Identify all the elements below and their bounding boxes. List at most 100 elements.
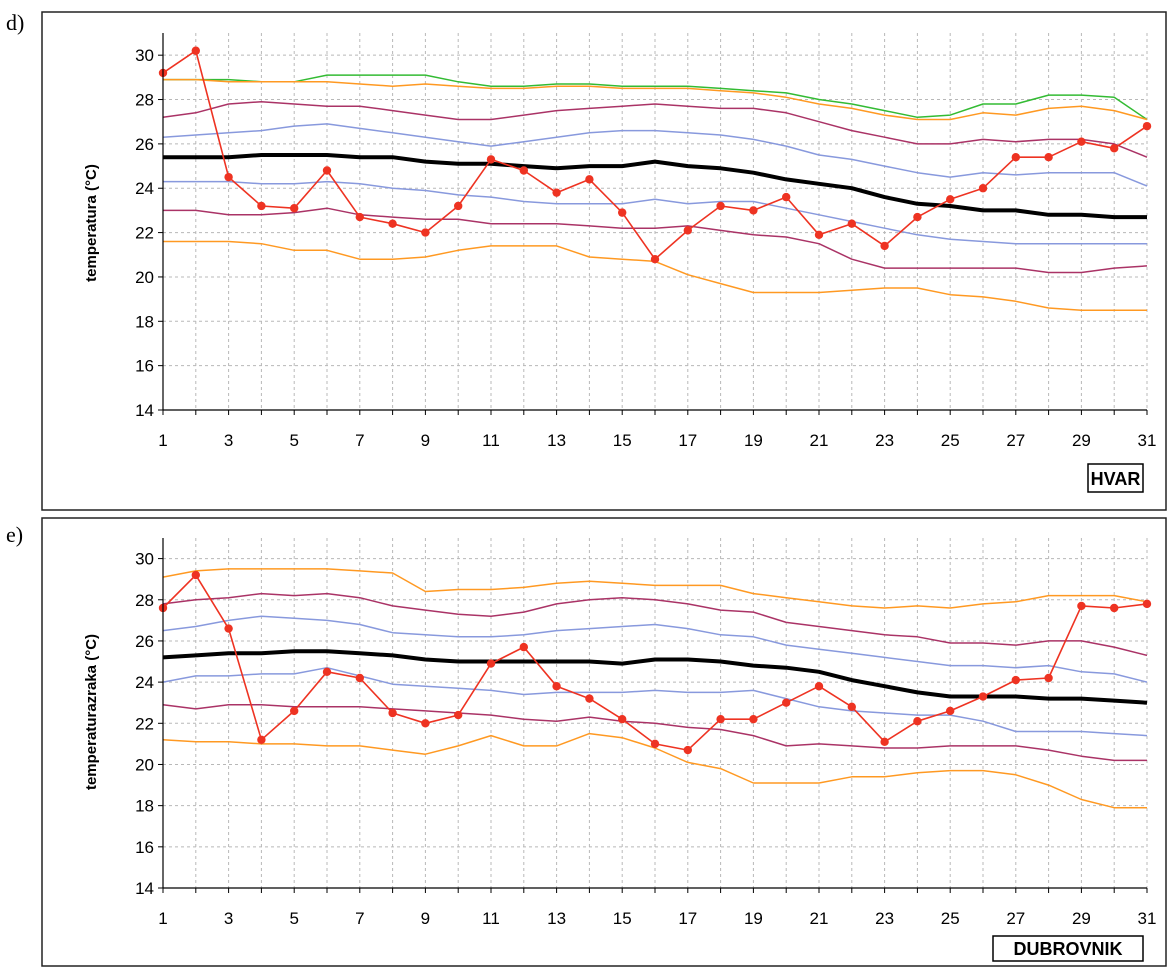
x-tick-label: 9: [421, 431, 430, 450]
y-tick-label: 24: [135, 673, 154, 692]
x-tick-label: 1: [158, 909, 167, 928]
x-tick-label: 23: [875, 909, 894, 928]
x-tick-label: 15: [613, 431, 632, 450]
panel-frame: [41, 11, 1167, 511]
y-tick-label: 28: [135, 591, 154, 610]
x-tick-label: 21: [810, 431, 829, 450]
data-point: [847, 219, 856, 228]
x-tick-label: 1: [158, 431, 167, 450]
x-tick-label: 23: [875, 431, 894, 450]
data-point: [257, 735, 266, 744]
x-tick-label: 5: [289, 431, 298, 450]
data-point: [1044, 152, 1053, 162]
panel-frame: [41, 517, 1167, 967]
y-axis-label: temperaturazraka (°C): [83, 634, 100, 790]
data-point: [257, 201, 266, 211]
data-point: [388, 219, 397, 228]
y-tick-label: 16: [135, 838, 154, 857]
y-tick-label: 14: [135, 401, 154, 420]
data-point: [749, 206, 758, 215]
x-tick-label: 3: [224, 909, 233, 928]
data-point: [519, 642, 528, 652]
data-point: [585, 694, 594, 703]
data-point: [1011, 675, 1020, 685]
y-tick-label: 22: [135, 714, 154, 733]
data-point: [650, 255, 660, 264]
data-point: [978, 184, 988, 193]
data-point: [355, 673, 364, 683]
data-point: [847, 702, 856, 712]
y-tick-label: 30: [135, 550, 154, 569]
axes: [158, 33, 1148, 415]
series-layer: [158, 568, 1152, 809]
x-tick-label: 13: [547, 431, 566, 450]
x-tick-label: 29: [1072, 431, 1091, 450]
data-point: [191, 570, 200, 580]
data-point: [1142, 599, 1152, 609]
y-axis-label: temperatura (°C): [83, 164, 100, 282]
data-point: [946, 706, 955, 716]
series-line-p60: [162, 123, 1148, 187]
station-box: [1087, 463, 1144, 493]
data-point: [618, 714, 627, 724]
data-point: [1044, 673, 1053, 683]
x-tick-label: 11: [482, 431, 500, 450]
x-tick-label: 19: [744, 909, 763, 928]
x-tick-label: 7: [355, 909, 364, 928]
x-tick-label: 3: [224, 431, 233, 450]
series-line-p60: [162, 615, 1148, 683]
x-tick-label: 27: [1006, 909, 1025, 928]
series-line-p90: [163, 78, 1148, 121]
x-tick-label: 31: [1138, 431, 1157, 450]
x-tick-label: 17: [678, 431, 697, 450]
data-point: [290, 203, 299, 213]
x-tick-label: 7: [355, 431, 364, 450]
data-point: [814, 682, 824, 691]
y-tick-label: 24: [135, 179, 154, 198]
station-name: HVAR: [1091, 469, 1141, 489]
data-point: [454, 201, 463, 211]
y-tick-label: 22: [135, 224, 154, 243]
station-box: [992, 935, 1144, 962]
data-point: [978, 692, 988, 701]
x-tick-label: 19: [744, 431, 763, 450]
data-point: [1077, 601, 1086, 611]
y-tick-label: 18: [135, 312, 154, 331]
y-tick-labels: 14 16 18 20 22 24 26 28 30: [135, 550, 154, 898]
data-point: [683, 745, 692, 755]
series-line-max: [163, 74, 1148, 121]
grid: [162, 538, 1148, 889]
data-point: [1110, 144, 1119, 153]
data-point: [585, 175, 594, 184]
data-point: [519, 166, 528, 175]
data-point: [486, 659, 496, 668]
x-tick-label: 11: [482, 909, 500, 928]
x-tick-label: 15: [613, 909, 632, 928]
x-tick-label: 9: [421, 909, 430, 928]
data-point: [782, 698, 791, 707]
data-point: [421, 719, 430, 728]
x-tick-label: 5: [289, 909, 298, 928]
data-point: [421, 228, 430, 237]
data-point: [913, 212, 922, 222]
x-tick-label: 27: [1006, 431, 1025, 450]
data-point: [716, 201, 725, 211]
series-line-p40: [163, 180, 1147, 245]
data-point: [1011, 152, 1020, 162]
grid: [162, 33, 1148, 411]
series-line-p25: [163, 207, 1148, 274]
series-line-p90: [162, 568, 1148, 609]
data-point: [880, 241, 889, 251]
data-point: [322, 166, 332, 175]
axes: [158, 538, 1148, 893]
y-tick-label: 20: [135, 755, 154, 774]
x-tick-label: 25: [941, 431, 960, 450]
data-point: [683, 226, 692, 235]
data-point: [355, 212, 364, 222]
x-tick-label: 25: [941, 909, 960, 928]
data-point: [552, 188, 561, 197]
x-tick-labels: 1 3 5 7 9 11 13 15 17 19 21 23 25 27 29 31: [158, 431, 1156, 450]
